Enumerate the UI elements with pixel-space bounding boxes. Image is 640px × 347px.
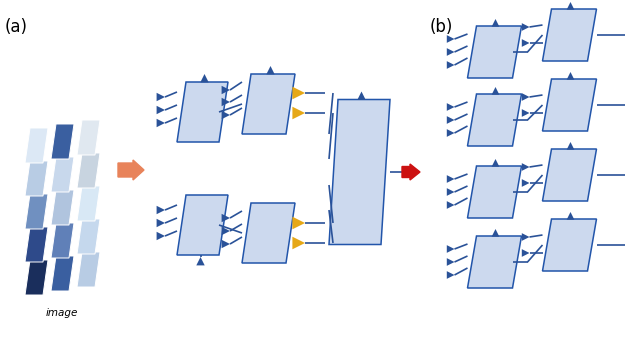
Polygon shape [522, 163, 529, 171]
Polygon shape [292, 107, 305, 119]
Polygon shape [77, 120, 100, 155]
Polygon shape [522, 93, 529, 101]
Polygon shape [447, 271, 454, 279]
Polygon shape [566, 72, 574, 80]
Polygon shape [242, 74, 295, 134]
Polygon shape [221, 240, 230, 248]
FancyArrow shape [118, 160, 144, 180]
Polygon shape [492, 19, 499, 27]
Polygon shape [177, 195, 228, 255]
Polygon shape [543, 9, 596, 61]
Polygon shape [221, 214, 230, 222]
Polygon shape [25, 161, 48, 196]
Polygon shape [447, 175, 454, 183]
Polygon shape [522, 179, 529, 187]
Polygon shape [566, 2, 574, 10]
Polygon shape [543, 149, 596, 201]
Polygon shape [221, 98, 230, 106]
Polygon shape [467, 166, 522, 218]
Polygon shape [51, 190, 74, 225]
Polygon shape [51, 256, 74, 291]
Polygon shape [566, 212, 574, 220]
Polygon shape [77, 153, 100, 188]
Polygon shape [522, 23, 529, 31]
Polygon shape [51, 124, 74, 159]
Polygon shape [292, 87, 305, 99]
Polygon shape [77, 186, 100, 221]
Polygon shape [51, 157, 74, 192]
Polygon shape [522, 109, 529, 117]
Polygon shape [157, 219, 165, 227]
Polygon shape [242, 203, 295, 263]
Polygon shape [157, 232, 165, 240]
Polygon shape [492, 229, 499, 237]
Polygon shape [522, 39, 529, 47]
Polygon shape [492, 159, 499, 167]
Polygon shape [522, 233, 529, 241]
Text: (a): (a) [5, 18, 28, 36]
Polygon shape [447, 48, 454, 56]
Polygon shape [77, 252, 100, 287]
Polygon shape [157, 206, 165, 214]
Polygon shape [25, 194, 48, 229]
Polygon shape [447, 35, 454, 43]
Polygon shape [522, 249, 529, 257]
Polygon shape [25, 260, 48, 295]
Polygon shape [200, 74, 209, 82]
Polygon shape [25, 128, 48, 163]
Polygon shape [196, 257, 205, 265]
Polygon shape [357, 92, 365, 100]
Polygon shape [447, 129, 454, 137]
Polygon shape [292, 217, 305, 229]
Polygon shape [447, 103, 454, 111]
Polygon shape [221, 111, 230, 119]
Polygon shape [266, 66, 275, 74]
Polygon shape [467, 236, 522, 288]
Text: image: image [46, 308, 78, 318]
Polygon shape [566, 142, 574, 150]
Polygon shape [467, 94, 522, 146]
Polygon shape [447, 258, 454, 266]
FancyArrow shape [402, 164, 420, 180]
Polygon shape [447, 245, 454, 253]
Polygon shape [177, 82, 228, 142]
Polygon shape [51, 223, 74, 258]
Polygon shape [447, 116, 454, 124]
Polygon shape [467, 26, 522, 78]
Polygon shape [221, 86, 230, 94]
Text: (b): (b) [430, 18, 453, 36]
Polygon shape [157, 119, 165, 127]
Polygon shape [492, 87, 499, 95]
Polygon shape [25, 227, 48, 262]
Polygon shape [543, 79, 596, 131]
Polygon shape [221, 227, 230, 235]
Polygon shape [157, 106, 165, 114]
Polygon shape [447, 188, 454, 196]
Polygon shape [77, 219, 100, 254]
Polygon shape [543, 219, 596, 271]
Polygon shape [329, 100, 390, 245]
Polygon shape [447, 61, 454, 69]
Polygon shape [447, 201, 454, 209]
Polygon shape [157, 93, 165, 101]
Polygon shape [292, 237, 305, 249]
